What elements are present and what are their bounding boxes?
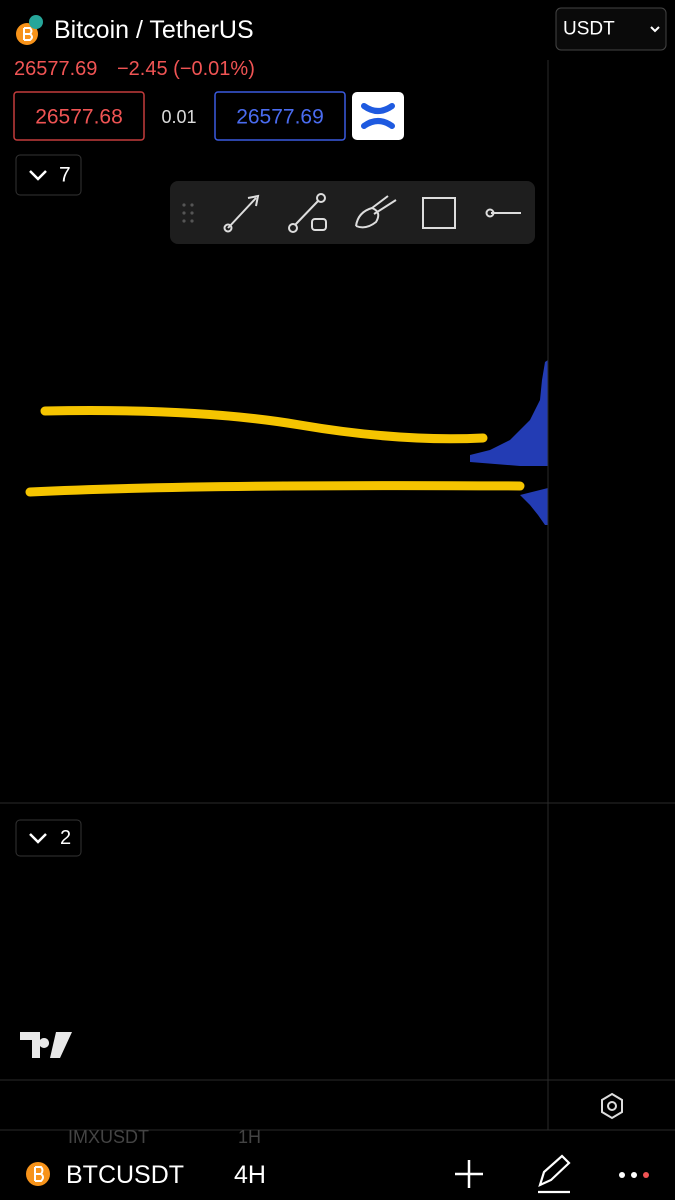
indicator-pane-toggle[interactable] bbox=[15, 819, 82, 857]
arrow-tool-point bbox=[223, 223, 233, 233]
drawing-trendline[interactable] bbox=[40, 406, 488, 444]
path-tool-point bbox=[288, 223, 298, 233]
sub-indicator-count[interactable]: 2 bbox=[60, 827, 71, 849]
settings-button[interactable] bbox=[601, 1092, 623, 1120]
bid-price[interactable]: 26577.68 bbox=[35, 106, 123, 129]
ghost-symbol: IMXUSDT bbox=[68, 1127, 149, 1147]
chevron bbox=[650, 26, 660, 33]
broker-button[interactable] bbox=[352, 92, 404, 140]
drag-handle[interactable] bbox=[182, 203, 194, 223]
arrow-tool[interactable] bbox=[227, 194, 260, 229]
currency-select[interactable] bbox=[555, 7, 667, 51]
chevron bbox=[29, 833, 47, 844]
symbol-title[interactable]: Bitcoin / TetherUS bbox=[54, 16, 254, 44]
buy-button[interactable] bbox=[214, 91, 346, 141]
currency-label[interactable]: USDT bbox=[563, 19, 615, 40]
path-tool-point bbox=[316, 193, 326, 203]
drawing-toolbar bbox=[170, 181, 535, 244]
ghost-interval: 1H bbox=[238, 1127, 261, 1147]
path-tool[interactable] bbox=[294, 200, 319, 226]
exchange-icon bbox=[29, 15, 43, 29]
drawing-trendline[interactable] bbox=[25, 481, 525, 497]
brush-tool[interactable] bbox=[355, 195, 397, 229]
footer-symbol[interactable]: BTCUSDT bbox=[66, 1161, 184, 1189]
broker-logo bbox=[361, 103, 395, 129]
path-tool-box bbox=[311, 218, 327, 231]
indicator-count[interactable]: 7 bbox=[59, 164, 71, 187]
draw-button[interactable] bbox=[538, 1154, 571, 1194]
ask-price[interactable]: 26577.69 bbox=[236, 106, 324, 129]
hline-tool-point bbox=[485, 208, 495, 218]
price-change: −2.45 (−0.01%) bbox=[117, 58, 255, 80]
watermark-logo bbox=[20, 1032, 72, 1058]
coin-icon-glyph bbox=[34, 1166, 44, 1182]
sell-button[interactable] bbox=[13, 91, 145, 141]
more-button[interactable] bbox=[619, 1172, 649, 1178]
add-button[interactable] bbox=[455, 1160, 483, 1188]
settings-icon bbox=[607, 1101, 617, 1111]
indicators-toggle[interactable] bbox=[15, 154, 82, 196]
last-price: 26577.69 bbox=[14, 58, 97, 80]
chevron bbox=[29, 170, 47, 181]
volume-profile bbox=[520, 488, 548, 525]
spread: 0.01 bbox=[161, 107, 196, 127]
rectangle-tool[interactable] bbox=[422, 197, 456, 229]
volume-profile bbox=[470, 360, 548, 466]
coin-icon-glyph bbox=[23, 27, 33, 41]
footer-interval[interactable]: 4H bbox=[234, 1161, 266, 1189]
